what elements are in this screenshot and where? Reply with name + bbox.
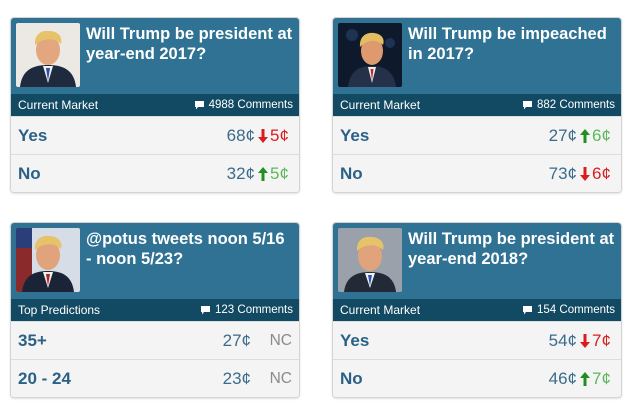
contract-price: 27¢ xyxy=(548,125,577,145)
card-header[interactable]: @potus tweets noon 5/16 - noon 5/23? xyxy=(11,223,299,299)
market-info-bar: Top Predictions 123 Comments xyxy=(11,299,299,321)
price-change-value: 5¢ xyxy=(270,125,289,145)
market-title[interactable]: Will Trump be impeached in 2017? xyxy=(408,25,607,63)
arrow-up-icon xyxy=(258,166,268,181)
contract-row-35-plus[interactable]: 35+ 27¢ NC xyxy=(11,321,299,359)
comments-count: 882 Comments xyxy=(537,99,615,111)
comments-link[interactable]: 882 Comments xyxy=(522,99,615,111)
comments-count: 123 Comments xyxy=(215,304,293,316)
trump-portrait-image xyxy=(16,228,80,292)
contract-row-yes[interactable]: Yes 54¢ 7¢ xyxy=(333,321,621,359)
bar-label: Current Market xyxy=(340,303,421,317)
contract-price: 32¢ xyxy=(226,163,255,183)
price-change-value: 5¢ xyxy=(270,163,289,183)
contract-price: 27¢ xyxy=(222,330,251,350)
price-change: 5¢ xyxy=(258,164,292,184)
comments-link[interactable]: 4988 Comments xyxy=(194,99,293,111)
contract-row-no[interactable]: No 73¢ 6¢ xyxy=(333,154,621,192)
card-header[interactable]: Will Trump be president at year-end 2017… xyxy=(11,18,299,94)
speech-bubble-icon xyxy=(523,306,533,315)
arrow-up-icon xyxy=(580,128,590,143)
price-change: 6¢ xyxy=(580,126,614,146)
contract-label: No xyxy=(340,368,363,388)
arrow-down-icon xyxy=(580,333,590,348)
contract-row-20-24[interactable]: 20 - 24 23¢ NC xyxy=(11,359,299,397)
price-change-value: 7¢ xyxy=(592,330,611,350)
price-change-value: NC xyxy=(269,331,292,349)
contract-label: Yes xyxy=(340,330,370,350)
bar-label: Current Market xyxy=(340,98,421,112)
market-card-president-2018: Will Trump be president at year-end 2018… xyxy=(332,222,622,398)
comments-count: 4988 Comments xyxy=(208,99,293,111)
speech-bubble-icon xyxy=(194,101,204,110)
price-change-value: 6¢ xyxy=(592,163,611,183)
contract-label: 20 - 24 xyxy=(18,368,71,388)
price-change-value: 6¢ xyxy=(592,125,611,145)
contract-price: 54¢ xyxy=(548,330,577,350)
contract-label: Yes xyxy=(340,125,370,145)
market-card-potus-tweets: @potus tweets noon 5/16 - noon 5/23? Top… xyxy=(10,222,300,398)
contract-label: No xyxy=(18,163,41,183)
market-info-bar: Current Market 882 Comments xyxy=(333,94,621,116)
contract-row-yes[interactable]: Yes 27¢ 6¢ xyxy=(333,116,621,154)
comments-link[interactable]: 154 Comments xyxy=(522,304,615,316)
contract-row-no[interactable]: No 46¢ 7¢ xyxy=(333,359,621,397)
contract-price: 68¢ xyxy=(226,125,255,145)
arrow-down-icon xyxy=(580,166,590,181)
market-info-bar: Current Market 154 Comments xyxy=(333,299,621,321)
arrow-down-icon xyxy=(258,128,268,143)
speech-bubble-icon xyxy=(201,306,211,315)
trump-portrait-image xyxy=(338,23,402,87)
price-change-value: 7¢ xyxy=(592,368,611,388)
contract-label: No xyxy=(340,163,363,183)
card-header[interactable]: Will Trump be president at year-end 2018… xyxy=(333,223,621,299)
arrow-up-icon xyxy=(580,371,590,386)
contract-price: 73¢ xyxy=(548,163,577,183)
price-change: 6¢ xyxy=(580,164,614,184)
price-change: 5¢ xyxy=(258,126,292,146)
trump-portrait-image xyxy=(16,23,80,87)
contract-price: 23¢ xyxy=(222,368,251,388)
card-header[interactable]: Will Trump be impeached in 2017? xyxy=(333,18,621,94)
contract-label: 35+ xyxy=(18,330,47,350)
contract-label: Yes xyxy=(18,125,48,145)
market-title[interactable]: Will Trump be president at year-end 2018… xyxy=(408,230,615,268)
market-card-impeached-2017: Will Trump be impeached in 2017? Current… xyxy=(332,17,622,193)
price-change-value: NC xyxy=(269,369,292,387)
market-info-bar: Current Market 4988 Comments xyxy=(11,94,299,116)
bar-label: Current Market xyxy=(18,98,99,112)
market-title[interactable]: @potus tweets noon 5/16 - noon 5/23? xyxy=(86,230,285,268)
bar-label: Top Predictions xyxy=(18,303,101,317)
price-change: 7¢ xyxy=(580,369,614,389)
speech-bubble-icon xyxy=(523,101,533,110)
contract-row-yes[interactable]: Yes 68¢ 5¢ xyxy=(11,116,299,154)
contract-row-no[interactable]: No 32¢ 5¢ xyxy=(11,154,299,192)
trump-portrait-image xyxy=(338,228,402,292)
price-change: 7¢ xyxy=(580,331,614,351)
market-card-president-2017: Will Trump be president at year-end 2017… xyxy=(10,17,300,193)
market-title[interactable]: Will Trump be president at year-end 2017… xyxy=(86,25,293,63)
comments-link[interactable]: 123 Comments xyxy=(200,304,293,316)
contract-price: 46¢ xyxy=(548,368,577,388)
comments-count: 154 Comments xyxy=(537,304,615,316)
